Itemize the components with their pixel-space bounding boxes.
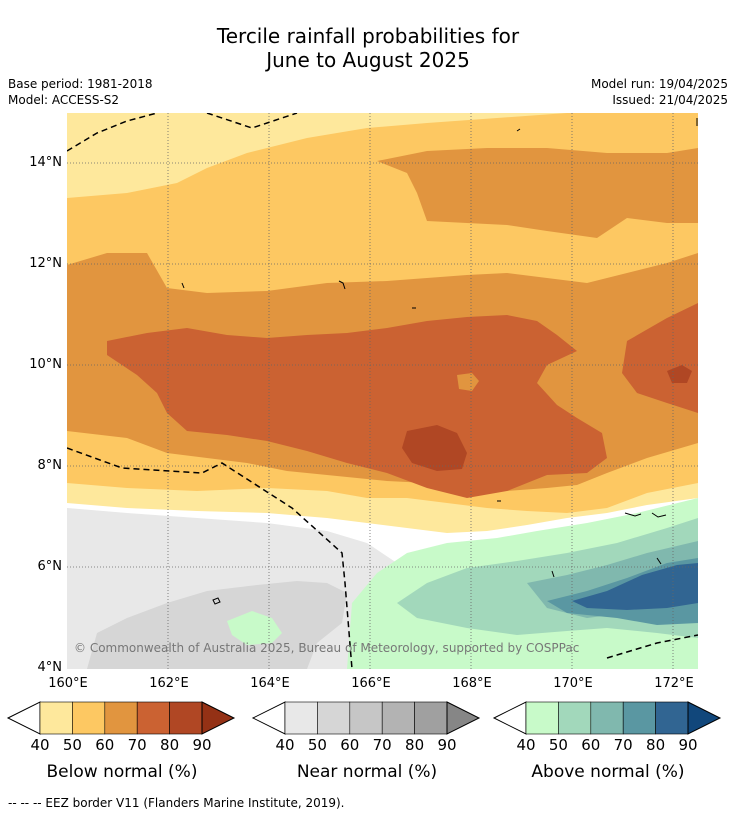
below-arrow-low xyxy=(6,701,41,735)
below-tick: 90 xyxy=(192,736,212,754)
near-colorbar-segment xyxy=(414,701,448,735)
near-tick: 90 xyxy=(437,736,457,754)
above-tick: 70 xyxy=(613,736,633,754)
lon-tick-166e: 166°E xyxy=(351,676,391,691)
above-normal-80-region xyxy=(572,563,698,610)
below-normal-70-east-region xyxy=(622,303,698,413)
lat-tick-8n: 8°N xyxy=(37,458,63,473)
near-colorbar-segment xyxy=(381,701,415,735)
map-title-line1: Tercile rainfall probabilities for xyxy=(216,24,520,48)
above-arrow-low xyxy=(492,701,527,735)
near-colorbar-segment xyxy=(284,701,318,735)
lon-tick-164e: 164°E xyxy=(250,676,290,691)
below-colorbar-segment xyxy=(39,701,73,735)
below-tick: 70 xyxy=(127,736,147,754)
near-tick: 60 xyxy=(340,736,360,754)
below-tick: 60 xyxy=(95,736,115,754)
near-tick: 50 xyxy=(307,736,327,754)
rainfall-probability-map xyxy=(67,113,698,669)
near-normal-50-region xyxy=(87,581,347,669)
lon-tick-162e: 162°E xyxy=(149,676,189,691)
above-colorbar-segment xyxy=(525,701,559,735)
issued-date: Issued: 21/04/2025 xyxy=(612,93,728,107)
lat-tick-4n: 4°N xyxy=(37,660,63,675)
above-tick: 90 xyxy=(678,736,698,754)
near-arrow-low xyxy=(251,701,286,735)
model-name: Model: ACCESS-S2 xyxy=(8,93,120,107)
below-colorbar-segment xyxy=(104,701,138,735)
above-normal-small-patch xyxy=(227,611,282,645)
below-arrow-high xyxy=(201,701,236,735)
near-tick: 40 xyxy=(275,736,295,754)
graticule xyxy=(67,113,698,669)
below-normal-60-hole xyxy=(457,373,479,391)
eez-footnote: -- -- -- EEZ border V11 (Flanders Marine… xyxy=(8,796,345,810)
lat-tick-14n: 14°N xyxy=(29,155,62,170)
below-normal-70-region xyxy=(107,315,607,498)
below-colorbar-label: Below normal (%) xyxy=(46,762,198,782)
above-tick: 60 xyxy=(581,736,601,754)
near-colorbar-label: Near normal (%) xyxy=(296,762,438,782)
model-run: Model run: 19/04/2025 xyxy=(590,77,728,91)
near-arrow-high xyxy=(446,701,481,735)
below-colorbar-segment xyxy=(72,701,106,735)
above-colorbar-segment xyxy=(655,701,689,735)
above-colorbar-segment xyxy=(558,701,592,735)
lat-tick-10n: 10°N xyxy=(29,357,62,372)
near-colorbar-segment xyxy=(349,701,383,735)
above-tick: 50 xyxy=(548,736,568,754)
eez-border xyxy=(67,113,698,669)
below-colorbar-segment xyxy=(169,701,203,735)
copyright-notice: © Commonwealth of Australia 2025, Bureau… xyxy=(74,641,580,655)
above-arrow-high xyxy=(687,701,722,735)
below-colorbar-segment xyxy=(136,701,170,735)
above-tick: 80 xyxy=(646,736,666,754)
below-tick: 50 xyxy=(62,736,82,754)
above-colorbar-label: Above normal (%) xyxy=(531,762,685,782)
lon-tick-172e: 172°E xyxy=(654,676,694,691)
lon-tick-170e: 170°E xyxy=(553,676,593,691)
lat-tick-6n: 6°N xyxy=(37,559,63,574)
lon-tick-160e: 160°E xyxy=(48,676,88,691)
near-colorbar-segment xyxy=(317,701,351,735)
below-normal-colorbar xyxy=(6,701,236,735)
map-title-line2: June to August 2025 xyxy=(266,48,470,72)
below-normal-60-north-region xyxy=(377,148,698,238)
near-tick: 70 xyxy=(372,736,392,754)
below-normal-80-region xyxy=(402,425,467,471)
above-colorbar-segment xyxy=(622,701,656,735)
below-tick: 40 xyxy=(30,736,50,754)
above-colorbar-segment xyxy=(590,701,624,735)
below-normal-80-east-region xyxy=(667,365,692,383)
lon-tick-168e: 168°E xyxy=(452,676,492,691)
base-period: Base period: 1981-2018 xyxy=(8,77,153,91)
lat-tick-12n: 12°N xyxy=(29,256,62,271)
near-tick: 80 xyxy=(405,736,425,754)
above-tick: 40 xyxy=(516,736,536,754)
islands xyxy=(181,118,698,605)
near-normal-colorbar xyxy=(251,701,481,735)
below-tick: 80 xyxy=(160,736,180,754)
above-normal-colorbar xyxy=(492,701,722,735)
